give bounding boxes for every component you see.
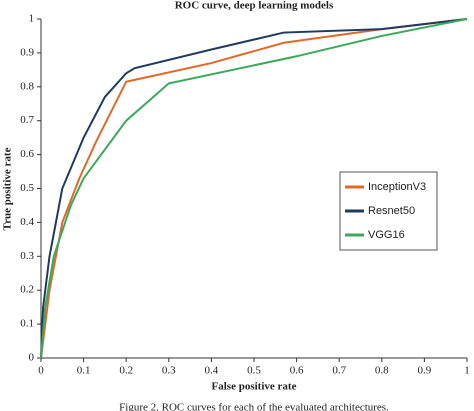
y-tick-label: 0.3 [20, 250, 34, 262]
chart-title: ROC curve, deep learning models [175, 0, 334, 12]
x-tick-label: 0.4 [205, 365, 219, 377]
y-tick-label: 0.6 [20, 148, 34, 160]
x-tick-label: 0.2 [119, 365, 133, 377]
y-tick-label: 0.2 [20, 284, 34, 296]
roc-curve [40, 18, 468, 359]
roc-curve [40, 18, 468, 359]
x-tick-label: 0.9 [418, 365, 432, 377]
y-tick-label: 0.9 [20, 46, 34, 58]
caption: Figure 2. ROC curves for each of the eva… [119, 402, 389, 411]
x-tick-label: 0.6 [290, 365, 304, 377]
x-tick-label: 0.1 [77, 365, 91, 377]
y-tick-label: 0.7 [20, 114, 34, 126]
legend-label: VGG16 [368, 229, 405, 241]
x-tick-label: 0.3 [162, 365, 176, 377]
x-tick-label: 0.7 [332, 365, 346, 377]
y-tick-label: 0.8 [20, 80, 34, 92]
y-tick-label: 0.5 [20, 182, 34, 194]
y-axis-label: True positive rate [2, 147, 14, 230]
y-tick-label: 1 [29, 13, 35, 25]
legend: InceptionV3 Resnet50 VGG16 [339, 171, 438, 251]
x-tick-label: 0.8 [375, 365, 389, 377]
legend-label: InceptionV3 [368, 181, 426, 193]
x-axis-label: False positive rate [212, 381, 297, 393]
x-tick-label: 0.5 [247, 365, 261, 377]
x-tick-label: 1 [464, 365, 470, 377]
roc-curve [40, 18, 468, 359]
legend-label: Resnet50 [368, 205, 415, 217]
y-tick-label: 0.1 [20, 318, 34, 330]
y-tick-label: 0 [29, 352, 35, 364]
x-tick-label: 0 [38, 365, 44, 377]
y-tick-label: 0.4 [20, 216, 34, 228]
